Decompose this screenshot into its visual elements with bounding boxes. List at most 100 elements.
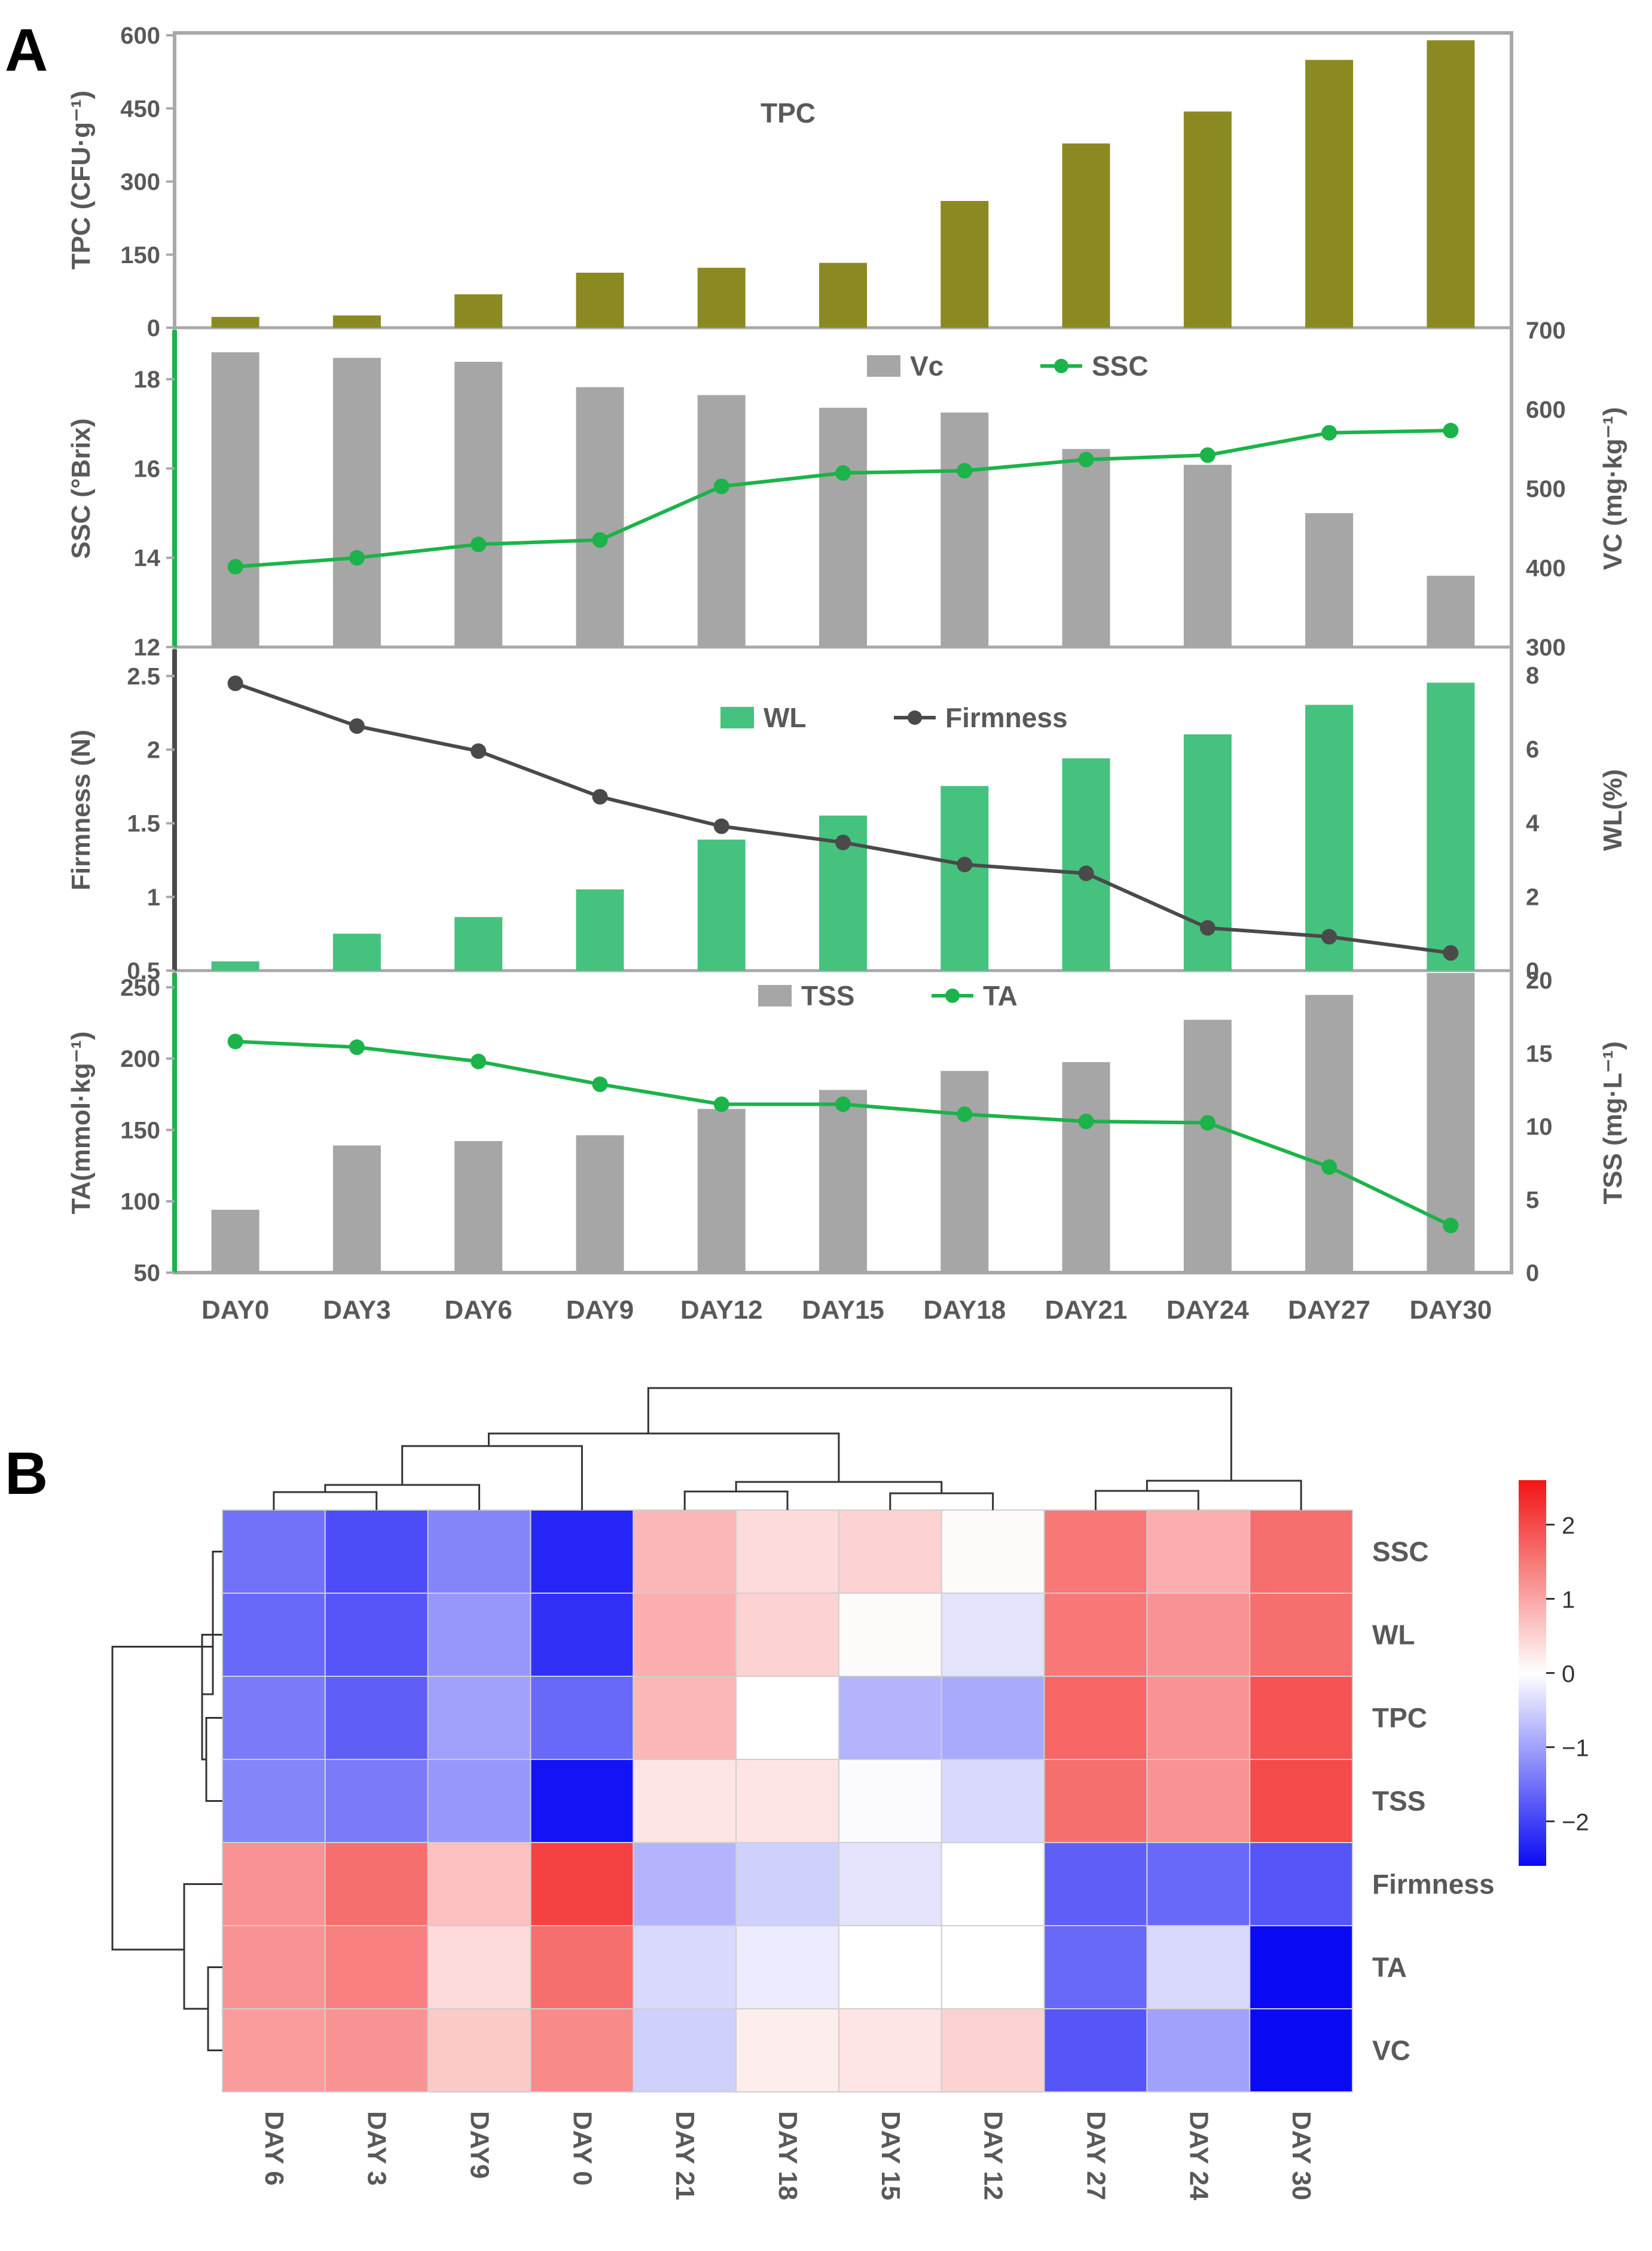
legend-line-label: TA (983, 980, 1018, 1011)
right-tick-label: 5 (1526, 1187, 1539, 1213)
left-y-axis-label: SSC (°Brix) (66, 418, 96, 559)
x-tick-label: DAY30 (1409, 1295, 1492, 1325)
x-tick-label: DAY0 (201, 1295, 269, 1325)
heatmap-cell (735, 2008, 839, 2093)
wl-bar (332, 934, 381, 971)
left-tick-label: 12 (134, 635, 161, 661)
tpc-bar (454, 294, 503, 328)
heatmap-cell (1146, 1925, 1251, 2009)
ssc-point (713, 478, 729, 495)
left-y-axis-label: TA(mmol·kg⁻¹) (66, 1032, 96, 1215)
heatmap-cell (222, 1676, 326, 1760)
x-tick-label: DAY9 (566, 1295, 634, 1325)
tpc-bar (1427, 40, 1475, 328)
heatmap-column-label: DAY 0 (567, 2111, 597, 2186)
heatmap-row-label: TPC (1372, 1703, 1427, 1734)
vc-bar (1183, 465, 1232, 647)
heatmap-cell (1043, 2008, 1148, 2093)
ta-point (835, 1096, 851, 1112)
heatmap-cell (222, 1925, 326, 2009)
heatmap-cell (427, 1925, 532, 2009)
vc-bar (1062, 449, 1110, 647)
heatmap-cell (1043, 1759, 1148, 1843)
heatmap-column-label: DAY 6 (259, 2111, 289, 2186)
heatmap-column-label: DAY 3 (362, 2111, 392, 2186)
dendrogram-branch (202, 1551, 222, 1695)
tss-bar (697, 1109, 746, 1273)
heatmap-cell (1249, 1759, 1354, 1843)
ssc-point (835, 465, 851, 481)
firmness-point (957, 856, 973, 873)
color-scale-tick-label: 0 (1562, 1661, 1575, 1688)
heatmap-cell (324, 1759, 429, 1843)
dendrogram-branch (205, 1717, 222, 1802)
heatmap-row-label: VC (1372, 2035, 1410, 2066)
heatmap-cell (1249, 1925, 1354, 2009)
wl-bar (1427, 682, 1475, 971)
tss-bar (1062, 1062, 1110, 1273)
heatmap-cell (427, 1509, 532, 1594)
ssc-point (471, 536, 487, 553)
x-tick-label: DAY21 (1045, 1295, 1128, 1325)
heatmap-cell (530, 1925, 634, 2009)
right-tick-label: 300 (1526, 635, 1566, 661)
heatmap-cell (222, 1509, 326, 1594)
panel-label-a: A (5, 17, 48, 84)
vc-bar (211, 352, 259, 647)
tpc-bar (940, 201, 989, 328)
right-tick-label: 4 (1526, 810, 1540, 837)
firmness-point (835, 834, 851, 850)
color-scale-tick-label: −1 (1562, 1735, 1589, 1762)
heatmap-cell (633, 1509, 737, 1594)
heatmap-cell (1043, 1509, 1148, 1594)
tss-bar (576, 1135, 624, 1273)
heatmap-cell (940, 1676, 1045, 1760)
tss-bar (1183, 1020, 1232, 1273)
heatmap-cell (427, 1842, 532, 1926)
panel-label-b: B (5, 1440, 48, 1507)
right-tick-label: 600 (1526, 397, 1566, 423)
heatmap-column-label: DAY 15 (876, 2111, 905, 2200)
heatmap-cell (1146, 1676, 1251, 1760)
heatmap-cell (633, 1593, 737, 1677)
heatmap-row-label: Firmness (1372, 1869, 1495, 1900)
tss-bar (211, 1209, 259, 1273)
tpc-bar (1062, 143, 1110, 328)
heatmap-cell (530, 2008, 634, 2093)
ta-point (1199, 1115, 1216, 1131)
right-y-axis-label: WL(%) (1598, 769, 1627, 851)
x-tick-label: DAY27 (1288, 1295, 1370, 1325)
left-tick-label: 150 (120, 1117, 160, 1143)
firmness-point (713, 818, 729, 834)
heatmap-cell (1146, 2008, 1251, 2093)
legend-line-marker (1054, 359, 1068, 373)
heatmap-cell (222, 1593, 326, 1677)
right-tick-label: 700 (1526, 318, 1566, 344)
heatmap-cell (222, 1842, 326, 1926)
heatmap-cell (1249, 1676, 1354, 1760)
heatmap-cell (530, 1759, 634, 1843)
left-tick-label: 14 (134, 545, 161, 572)
heatmap-cell (324, 1593, 429, 1677)
heatmap-cell (838, 2008, 942, 2093)
ssc-point (349, 550, 365, 566)
heatmap-cell (222, 1759, 326, 1843)
dendrogram-branch (1094, 1490, 1199, 1510)
legend-bar-label: WL (764, 702, 807, 733)
heatmap-cell (324, 1842, 429, 1926)
ssc-point (592, 532, 608, 548)
tpc-bar (819, 263, 867, 328)
heatmap-cell (838, 1509, 942, 1594)
vc-bar (819, 407, 867, 647)
left-tick-label: 16 (134, 456, 161, 482)
tss-bar (454, 1141, 503, 1273)
heatmap-cell (1249, 1593, 1354, 1677)
heatmap-column-label: DAY 24 (1184, 2111, 1213, 2201)
tpc-bar (1183, 111, 1232, 328)
left-tick-label: 100 (120, 1189, 160, 1215)
vc-bar (1427, 575, 1475, 647)
heatmap-cell (1249, 1842, 1354, 1926)
heatmap-row-label: SSC (1372, 1536, 1429, 1567)
legend-bar-swatch (720, 707, 754, 728)
